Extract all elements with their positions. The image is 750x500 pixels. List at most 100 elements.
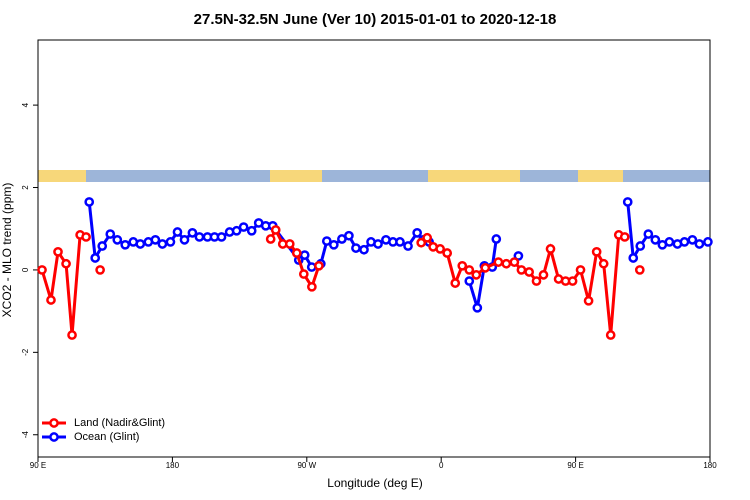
data-point bbox=[643, 229, 654, 239]
data-point bbox=[97, 241, 108, 251]
data-point bbox=[422, 232, 433, 243]
data-point bbox=[471, 270, 482, 280]
data-point bbox=[416, 237, 427, 248]
data-point bbox=[583, 295, 594, 306]
data-point bbox=[344, 230, 354, 241]
data-point bbox=[395, 237, 405, 247]
plot-frame bbox=[37, 39, 711, 458]
data-point bbox=[650, 234, 661, 245]
data-point bbox=[216, 232, 227, 242]
x-tick-label: 180 bbox=[166, 461, 180, 470]
data-point bbox=[538, 270, 549, 280]
data-point bbox=[37, 265, 47, 275]
x-tick-label: 90 E bbox=[567, 461, 583, 470]
data-point bbox=[694, 239, 705, 249]
data-point bbox=[628, 253, 639, 263]
data-point bbox=[112, 234, 123, 245]
data-point bbox=[53, 246, 63, 257]
x-axis-label: Longitude (deg E) bbox=[327, 476, 422, 490]
data-point bbox=[524, 267, 535, 277]
data-point bbox=[351, 243, 361, 253]
data-point bbox=[450, 278, 461, 288]
data-point bbox=[46, 295, 56, 305]
data-point bbox=[314, 260, 324, 271]
data-point bbox=[265, 234, 276, 244]
x-tick-label: 90 E bbox=[30, 461, 46, 470]
data-point bbox=[403, 241, 413, 251]
data-point bbox=[619, 232, 630, 242]
y-tick-label: 2 bbox=[21, 185, 30, 190]
data-point bbox=[567, 276, 578, 286]
data-point bbox=[442, 248, 453, 258]
data-point bbox=[501, 258, 512, 269]
land-mask-strip bbox=[38, 170, 710, 182]
data-point bbox=[480, 263, 491, 273]
data-point bbox=[687, 234, 698, 245]
data-point bbox=[194, 232, 205, 242]
data-point bbox=[605, 330, 616, 340]
y-tick-label: -4 bbox=[21, 431, 30, 439]
data-point bbox=[472, 302, 483, 313]
data-point bbox=[635, 241, 646, 251]
data-point bbox=[238, 222, 249, 232]
y-tick-label: -2 bbox=[21, 348, 30, 356]
data-point bbox=[591, 246, 602, 257]
data-point bbox=[516, 265, 527, 275]
y-tick-label: 0 bbox=[21, 267, 30, 272]
data-point bbox=[291, 248, 302, 258]
data-point bbox=[464, 276, 475, 286]
legend-marker bbox=[49, 432, 59, 442]
data-point bbox=[172, 227, 183, 237]
data-point bbox=[284, 239, 295, 249]
data-point bbox=[679, 237, 690, 247]
data-point bbox=[464, 265, 475, 275]
data-point bbox=[545, 244, 556, 254]
data-point bbox=[298, 269, 309, 279]
data-point bbox=[509, 257, 520, 267]
data-point bbox=[321, 236, 332, 246]
chart-title: 27.5N-32.5N June (Ver 10) 2015-01-01 to … bbox=[194, 11, 557, 28]
data-point bbox=[157, 239, 168, 249]
x-tick-label: 0 bbox=[439, 461, 444, 470]
x-tick-label: 90 W bbox=[297, 461, 316, 470]
data-point bbox=[373, 239, 383, 249]
data-point bbox=[67, 330, 77, 340]
y-axis-label: XCO2 - MLO trend (ppm) bbox=[0, 183, 14, 318]
data-point bbox=[165, 237, 176, 247]
data-point bbox=[84, 197, 95, 207]
legend-marker bbox=[49, 418, 59, 428]
data-point bbox=[457, 260, 468, 271]
data-point bbox=[187, 227, 198, 238]
data-point bbox=[179, 234, 190, 245]
data-point bbox=[307, 281, 317, 292]
data-point bbox=[634, 265, 645, 275]
data-point bbox=[120, 239, 131, 250]
legend-label: Land (Nadir&Glint) bbox=[74, 417, 165, 429]
data-point bbox=[246, 225, 257, 236]
data-point bbox=[90, 253, 101, 263]
data-point bbox=[435, 244, 446, 254]
data-point bbox=[598, 258, 609, 269]
data-point bbox=[231, 225, 242, 236]
data-point bbox=[150, 234, 161, 245]
data-point bbox=[61, 258, 71, 269]
data-point bbox=[105, 229, 116, 239]
data-point bbox=[95, 265, 105, 275]
legend-label: Ocean (Glint) bbox=[74, 431, 139, 443]
data-point bbox=[412, 227, 423, 238]
data-point bbox=[135, 239, 146, 249]
data-point bbox=[703, 237, 713, 247]
data-point bbox=[493, 257, 504, 267]
x-tick-label: 180 bbox=[703, 461, 717, 470]
data-point bbox=[664, 237, 675, 247]
data-point bbox=[359, 244, 369, 255]
data-point bbox=[622, 197, 633, 207]
data-point bbox=[299, 250, 310, 260]
data-point bbox=[575, 265, 586, 275]
data-point bbox=[328, 239, 339, 250]
y-tick-label: 4 bbox=[21, 102, 30, 107]
data-point bbox=[270, 225, 281, 235]
data-point bbox=[531, 276, 542, 286]
data-point bbox=[81, 232, 91, 242]
